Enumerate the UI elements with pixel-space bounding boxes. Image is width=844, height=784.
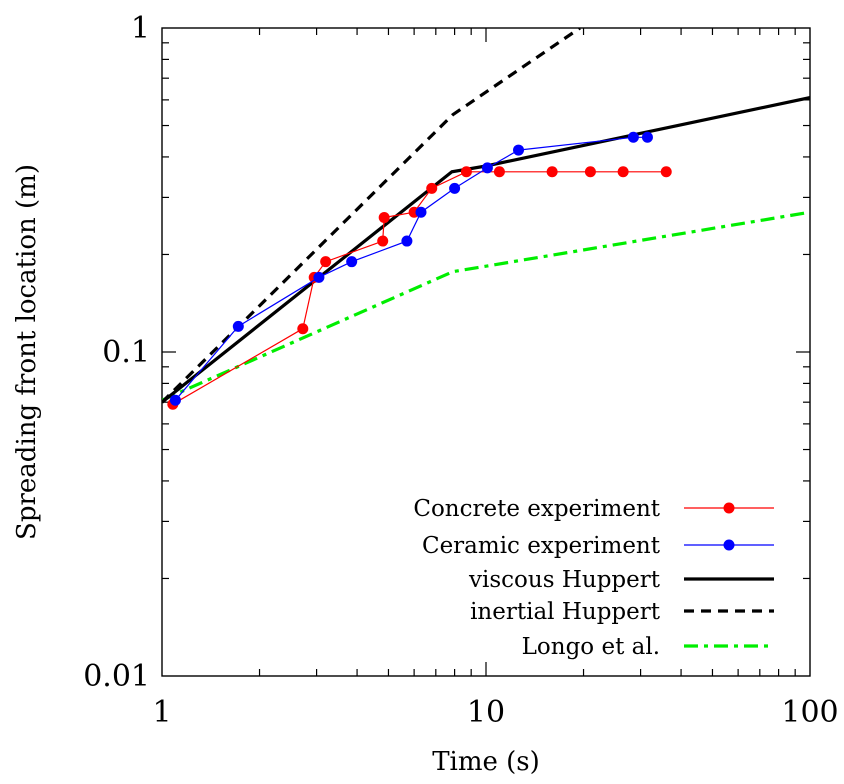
- legend-label-concrete: Concrete experiment: [413, 496, 660, 522]
- y-axis-label: Spreading front location (m): [12, 164, 42, 540]
- data-point-ceramic-experiment: [641, 131, 653, 143]
- legend-label-longo: Longo et al.: [522, 634, 660, 660]
- data-point-concrete-experiment: [584, 166, 596, 178]
- data-point-ceramic-experiment: [313, 271, 325, 283]
- x-axis-label: Time (s): [432, 747, 540, 777]
- series-line-ceramic-experiment: [174, 136, 648, 401]
- y-tick-label-1: 1: [131, 11, 150, 46]
- data-point-concrete-experiment: [617, 166, 629, 178]
- data-point-ceramic-experiment: [232, 320, 244, 332]
- data-point-ceramic-experiment: [169, 394, 181, 406]
- data-point-ceramic-experiment: [513, 144, 525, 156]
- legend-marker-concrete-experiment: [723, 502, 735, 514]
- data-point-ceramic-experiment: [401, 235, 413, 247]
- legend-label-inertial: inertial Huppert: [470, 599, 661, 625]
- data-point-concrete-experiment: [377, 235, 389, 247]
- data-point-concrete-experiment: [546, 166, 558, 178]
- y-tick-label-0.1: 0.1: [102, 335, 150, 370]
- legend: Concrete experiment Ceramic experiment v…: [413, 496, 774, 660]
- series-line-viscous-huppert: [162, 96, 810, 404]
- plot-area: [162, 28, 810, 410]
- x-tick-label-1: 1: [152, 695, 171, 730]
- data-point-ceramic-experiment: [449, 182, 461, 194]
- axis-ticks: [162, 28, 810, 676]
- data-point-concrete-experiment: [426, 182, 438, 194]
- y-tick-label-0.01: 0.01: [83, 659, 150, 694]
- x-tick-label-100: 100: [781, 695, 838, 730]
- data-point-ceramic-experiment: [415, 206, 427, 218]
- data-point-concrete-experiment: [493, 166, 505, 178]
- legend-label-viscous: viscous Huppert: [468, 567, 661, 593]
- data-point-ceramic-experiment: [627, 131, 639, 143]
- legend-label-ceramic: Ceramic experiment: [422, 533, 661, 559]
- x-tick-label-10: 10: [467, 695, 505, 730]
- data-point-concrete-experiment: [460, 166, 472, 178]
- legend-marker-ceramic-experiment: [723, 539, 735, 551]
- data-point-ceramic-experiment: [346, 256, 358, 268]
- data-point-concrete-experiment: [378, 212, 390, 224]
- data-point-concrete-experiment: [660, 166, 672, 178]
- data-point-concrete-experiment: [297, 323, 309, 335]
- legend-samples: [684, 502, 774, 648]
- series-layer: [162, 28, 810, 410]
- data-point-ceramic-experiment: [481, 162, 493, 174]
- data-point-concrete-experiment: [320, 256, 332, 268]
- series-line-inertial-huppert: [162, 28, 581, 404]
